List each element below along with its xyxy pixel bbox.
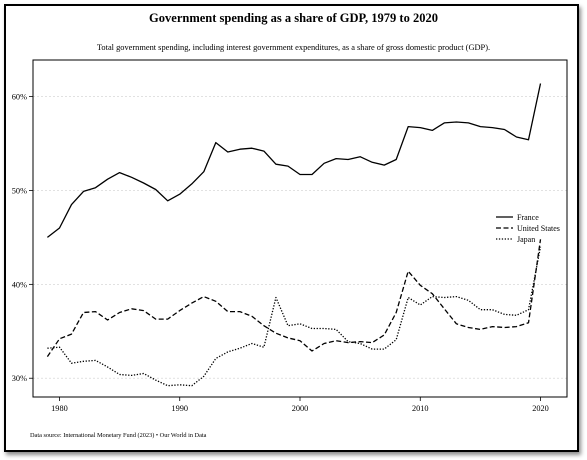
- y-tick-label: 60%: [12, 93, 27, 102]
- y-tick-label: 50%: [12, 186, 27, 195]
- axis-ticks: 30% 40% 50% 60% 1980 1990 2000 2010 2020: [12, 93, 549, 413]
- x-tick-label: 1990: [171, 404, 188, 413]
- x-tick-label: 1980: [51, 404, 68, 413]
- plot-area: [32, 59, 568, 398]
- legend-label: United States: [517, 224, 560, 233]
- x-tick-label: 2010: [412, 404, 429, 413]
- legend: France United States Japan: [496, 213, 560, 244]
- y-tick-label: 30%: [12, 374, 27, 383]
- chart-source: Data source: International Monetary Fund…: [30, 432, 207, 439]
- legend-label: France: [517, 213, 539, 222]
- x-tick-label: 2020: [532, 404, 549, 413]
- x-tick-label: 2000: [292, 404, 309, 413]
- series-lines: [46, 83, 542, 387]
- chart-subtitle: Total government spending, including int…: [96, 43, 491, 52]
- chart-title: Government spending as a share of GDP, 1…: [149, 11, 438, 25]
- series-line-france: [47, 83, 542, 238]
- series-line-japan: [47, 246, 542, 387]
- y-tick-label: 40%: [12, 280, 27, 289]
- series-line-united-states: [46, 239, 542, 357]
- chart-frame: [4, 4, 579, 452]
- legend-label: Japan: [517, 235, 535, 244]
- gridlines: [33, 96, 567, 379]
